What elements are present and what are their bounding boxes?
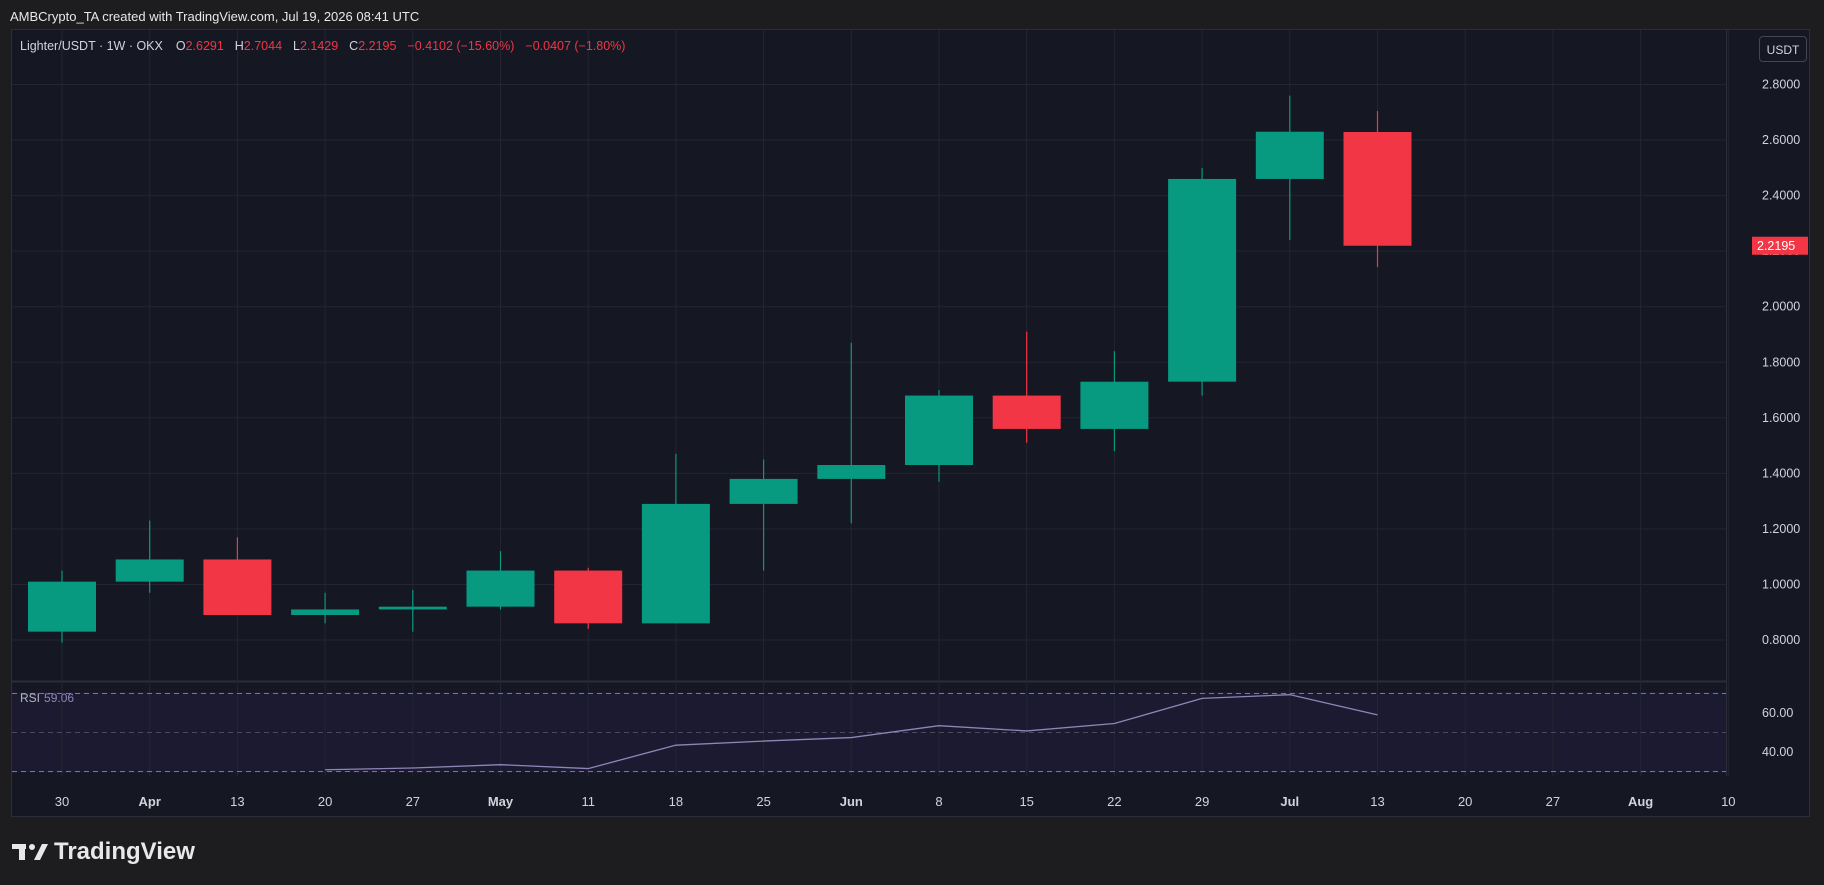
x-tick-label: 25 [756, 794, 770, 809]
x-tick-label: 13 [1370, 794, 1384, 809]
rsi-tick-label: 60.00 [1762, 706, 1793, 720]
price-tick-label: 1.4000 [1762, 466, 1800, 480]
candle-body [554, 570, 623, 624]
x-tick-label: 20 [1458, 794, 1472, 809]
candle[interactable] [729, 459, 798, 571]
rsi-label: RSI [20, 691, 41, 705]
open-value: 2.6291 [185, 39, 224, 53]
candle-body [1080, 381, 1149, 429]
candle-body [115, 559, 184, 582]
x-tick-label: 30 [55, 794, 69, 809]
candle[interactable] [291, 592, 360, 624]
candle[interactable] [378, 590, 447, 632]
x-tick-label: 18 [669, 794, 683, 809]
x-tick-label: May [488, 794, 514, 809]
x-tick-label: 22 [1107, 794, 1121, 809]
price-tick-label: 2.6000 [1762, 133, 1800, 147]
price-tick-label: 2.0000 [1762, 300, 1800, 314]
price-tick-label: 1.2000 [1762, 522, 1800, 536]
candle-body [729, 478, 798, 504]
x-tick-label: 20 [318, 794, 332, 809]
last-price-label: 2.2195 [1757, 239, 1795, 253]
candle-body [378, 606, 447, 610]
candle[interactable] [905, 390, 973, 482]
candle-body [1168, 178, 1237, 382]
price-tick-label: 2.4000 [1762, 189, 1800, 203]
x-tick-label: 15 [1019, 794, 1033, 809]
price-tick-label: 1.6000 [1762, 411, 1800, 425]
candle[interactable] [817, 342, 886, 524]
candle[interactable] [28, 570, 96, 643]
candle[interactable] [1343, 111, 1412, 268]
last-price-marker [1752, 236, 1808, 255]
price-tick-label: 0.8000 [1762, 633, 1800, 647]
candle[interactable] [641, 453, 710, 624]
x-tick-label: Apr [139, 794, 161, 809]
change-value-2: −0.0407 (−1.80%) [525, 39, 626, 53]
symbol-legend: Lighter/USDT · 1W · OKX O2.6291 H2.7044 … [20, 39, 625, 53]
rsi-tick-label: 40.00 [1762, 745, 1793, 759]
x-tick-label: Jul [1280, 794, 1299, 809]
candle-body [28, 581, 96, 632]
candle-body [1343, 131, 1412, 246]
currency-button[interactable]: USDT [1759, 36, 1807, 62]
candle[interactable] [1080, 351, 1149, 452]
x-tick-label: 11 [581, 794, 595, 809]
candle[interactable] [554, 567, 623, 629]
rsi-legend: RSI 59.06 [20, 691, 74, 705]
x-tick-label: 29 [1195, 794, 1209, 809]
x-tick-label: Jun [840, 794, 863, 809]
close-label: C [349, 39, 359, 53]
candle[interactable] [1255, 95, 1324, 241]
candle-body [1255, 131, 1324, 179]
x-tick-label: 10 [1721, 794, 1735, 809]
price-tick-label: 2.8000 [1762, 78, 1800, 92]
high-value: 2.7044 [243, 39, 283, 53]
change-value: −0.4102 (−15.60%) [407, 39, 515, 53]
chart-attribution: AMBCrypto_TA created with TradingView.co… [10, 9, 420, 24]
candle[interactable] [203, 537, 272, 616]
tradingview-logo-icon [12, 844, 48, 860]
x-tick-label: Aug [1628, 794, 1653, 809]
candle-body [905, 395, 973, 466]
candle-body [817, 465, 886, 479]
candle-body [466, 570, 535, 607]
candle[interactable] [115, 520, 184, 593]
close-value: 2.2195 [358, 39, 397, 53]
price-pane [12, 30, 1726, 681]
symbol-info[interactable]: Lighter/USDT · 1W · OKX [20, 39, 163, 53]
price-tick-label: 1.8000 [1762, 355, 1800, 369]
rsi-value: 59.06 [44, 691, 75, 705]
x-tick-label: 27 [1546, 794, 1560, 809]
candle[interactable] [466, 551, 535, 610]
high-label: H [234, 39, 244, 53]
candle[interactable] [992, 331, 1061, 443]
rsi-line [325, 694, 1378, 771]
candle[interactable] [1168, 167, 1237, 396]
candle-body [291, 609, 360, 616]
low-label: L [293, 39, 300, 53]
x-tick-label: 8 [935, 794, 942, 809]
candle-body [992, 395, 1061, 429]
open-label: O [175, 39, 186, 53]
brand-name: TradingView [54, 838, 195, 865]
x-tick-label: 27 [406, 794, 420, 809]
low-value: 2.1429 [299, 39, 339, 53]
price-tick-label: 1.0000 [1762, 577, 1800, 591]
tradingview-logo[interactable]: TradingView [12, 838, 195, 866]
x-tick-label: 13 [230, 794, 244, 809]
candle-body [203, 559, 272, 616]
candle-body [641, 503, 710, 624]
